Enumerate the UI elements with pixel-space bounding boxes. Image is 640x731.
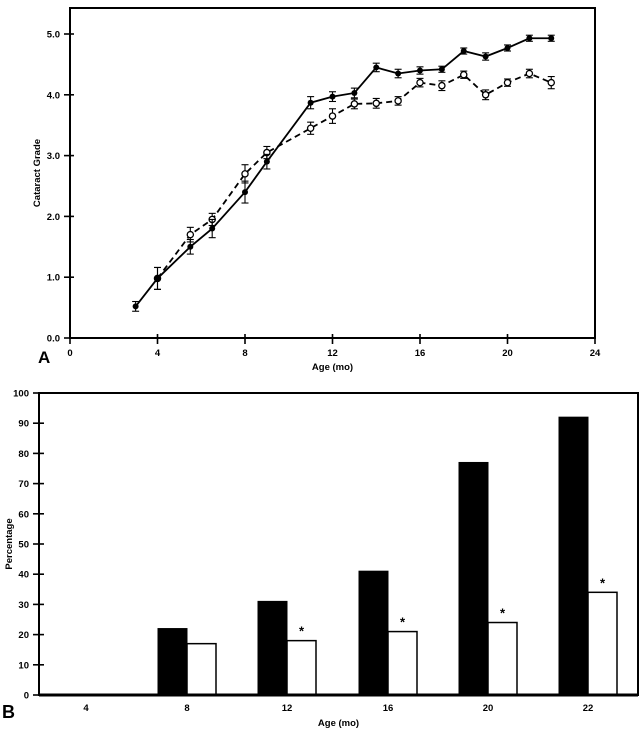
black-bar (558, 416, 589, 696)
cataract-grade-line-chart: 0.0 1.0 2.0 3.0 4.0 5.0 0 4 8 12 16 20 24 Age (mo) Cat… (32, 7, 601, 373)
filled-circle-marker (263, 158, 270, 165)
y-axis-tick-label: 70 (18, 479, 29, 490)
y-axis-tick-label: 80 (18, 449, 29, 460)
filled-circle-marker (526, 35, 533, 42)
filled-circle-marker (242, 189, 248, 196)
percentage-bar-chart: 0 10 20 30 40 50 60 70 80 90 100 4 8 12 16 20 22 Age (mo)… (4, 389, 639, 729)
white-bar (587, 591, 618, 696)
filled-circle-marker (548, 35, 555, 42)
y-axis-tick-label: 1.0 (47, 273, 60, 284)
y-axis-tick-label: 2.0 (47, 212, 60, 223)
open-circle-marker (438, 81, 446, 90)
filled-circle-marker (395, 70, 402, 77)
open-circle-marker (241, 170, 249, 178)
panel-a-label: A (38, 348, 51, 367)
y-axis-tick-label: 0.0 (47, 334, 60, 345)
filled-circle-marker (187, 243, 194, 250)
x-axis-tick-label: 4 (83, 703, 89, 714)
x-axis-tick-label: 20 (502, 348, 513, 359)
filled-circle-marker (460, 48, 467, 55)
y-axis-tick-label: 10 (18, 660, 29, 671)
white-bar (286, 639, 317, 696)
filled-circle-marker (373, 64, 380, 71)
open-circle-marker (328, 112, 337, 120)
x-axis-tick-label: 4 (155, 348, 161, 359)
open-circle-marker (416, 78, 424, 87)
x-axis-title: Age (mo) (318, 718, 359, 729)
y-axis-tick-label: 0 (24, 691, 29, 702)
panel-b-label: B (2, 702, 15, 722)
black-bar (157, 628, 188, 696)
significance-asterisk: * (500, 606, 506, 621)
filled-circle-marker (154, 275, 161, 282)
x-axis-tick-label: 16 (415, 348, 426, 359)
x-axis-title: Age (mo) (312, 362, 353, 373)
x-axis-tick-label: 24 (590, 348, 601, 359)
open-circle-marker (547, 78, 556, 87)
x-axis-tick-label: 22 (583, 703, 594, 714)
filled-circle-marker (307, 99, 314, 106)
open-circle-marker (525, 69, 534, 78)
y-axis-tick-label: 20 (18, 630, 29, 641)
solid-filled-circles-line (134, 37, 552, 307)
y-axis-title: Cataract Grade (32, 139, 43, 207)
y-axis-tick-label: 90 (18, 419, 29, 430)
y-axis-tick-label: 4.0 (47, 90, 60, 101)
filled-circle-marker (438, 66, 445, 73)
open-circle-marker (372, 99, 380, 108)
y-axis-tick-label: 50 (18, 540, 29, 551)
filled-circle-marker (132, 303, 139, 310)
y-axis-tick-label: 60 (18, 509, 29, 520)
y-axis-tick-label: 40 (18, 570, 29, 581)
filled-circle-marker (482, 53, 489, 60)
black-bar (458, 461, 489, 696)
black-bar (257, 600, 288, 696)
x-axis-tick-label: 12 (282, 703, 293, 714)
plot-frame (38, 392, 639, 696)
open-circle-marker (503, 78, 512, 87)
x-axis-tick-label: 8 (184, 703, 189, 714)
x-axis-tick-label: 0 (67, 348, 72, 359)
x-axis-tick-label: 20 (483, 703, 494, 714)
white-bar (186, 642, 217, 696)
filled-circle-marker (504, 44, 511, 51)
y-axis-tick-label: 5.0 (47, 30, 60, 41)
white-bar (387, 630, 418, 696)
open-circle-marker (394, 97, 402, 105)
y-axis-tick-label: 30 (18, 600, 29, 611)
filled-circle-marker (329, 93, 336, 100)
white-bar (487, 621, 518, 696)
filled-circle-marker (417, 67, 423, 74)
open-circle-marker (186, 230, 195, 239)
x-axis-tick-label: 12 (327, 348, 338, 359)
open-circle-marker (459, 70, 468, 79)
x-axis-tick-label: 16 (383, 703, 394, 714)
filled-circle-marker (351, 89, 358, 96)
significance-asterisk: * (299, 624, 305, 639)
filled-circle-marker (209, 225, 216, 232)
y-axis-tick-label: 100 (13, 389, 29, 400)
significance-asterisk: * (600, 575, 606, 590)
significance-asterisk: * (400, 615, 406, 630)
open-circle-marker (350, 100, 359, 108)
y-axis-tick-label: 3.0 (47, 151, 60, 162)
black-bar (358, 570, 389, 696)
open-circle-marker (481, 91, 490, 99)
x-axis-tick-label: 8 (242, 348, 247, 359)
open-circle-marker (306, 124, 315, 132)
y-axis-title: Percentage (4, 518, 15, 569)
